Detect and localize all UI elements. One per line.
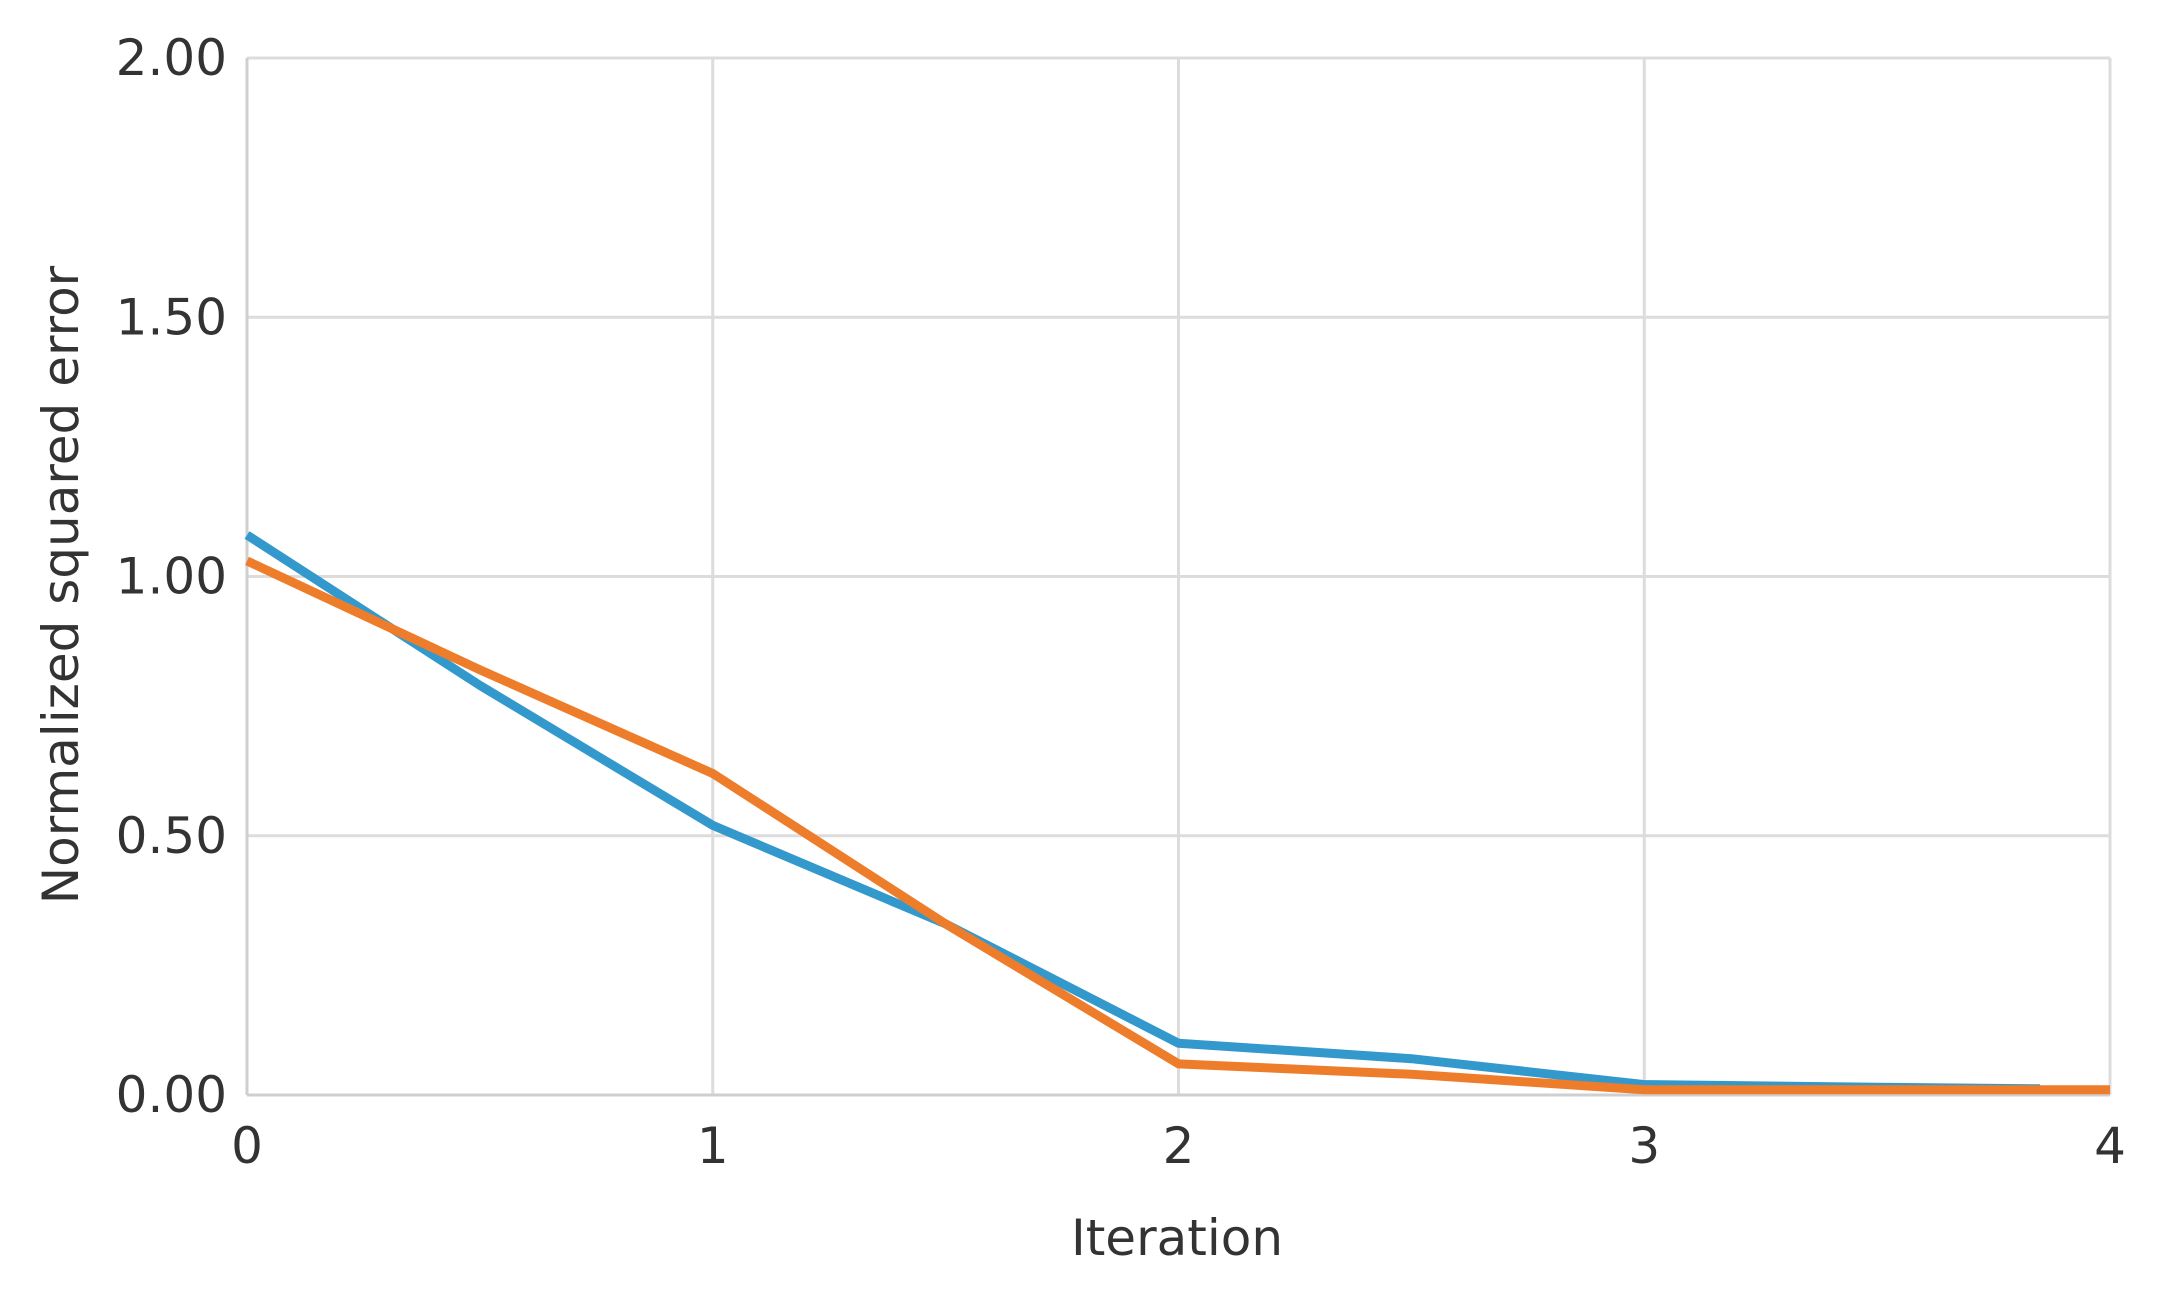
- series-line-1: [244, 531, 2041, 1094]
- axes: [245, 58, 2110, 1097]
- grid: [245, 56, 2112, 1097]
- x-tick-label: 0: [231, 1117, 263, 1175]
- y-tick-label: 0.00: [116, 1066, 227, 1124]
- x-axis-title: Iteration: [1071, 1209, 1283, 1267]
- y-tick-label: 2.00: [116, 29, 227, 87]
- tick-labels: 0 1 2 3 4 0.00 0.50 1.00 1.50 2.00: [116, 29, 2126, 1175]
- x-tick-label: 2: [1163, 1117, 1195, 1175]
- y-tick-label: 1.00: [116, 548, 227, 606]
- x-tick-label: 4: [2094, 1117, 2126, 1175]
- y-tick-label: 0.50: [116, 807, 227, 865]
- x-tick-label: 3: [1628, 1117, 1660, 1175]
- x-tick-label: 1: [697, 1117, 729, 1175]
- series-line-2: [245, 556, 2110, 1095]
- y-axis-title: Normalized squared error: [32, 265, 90, 904]
- y-tick-label: 1.50: [116, 288, 227, 346]
- series-lines: [244, 531, 2110, 1095]
